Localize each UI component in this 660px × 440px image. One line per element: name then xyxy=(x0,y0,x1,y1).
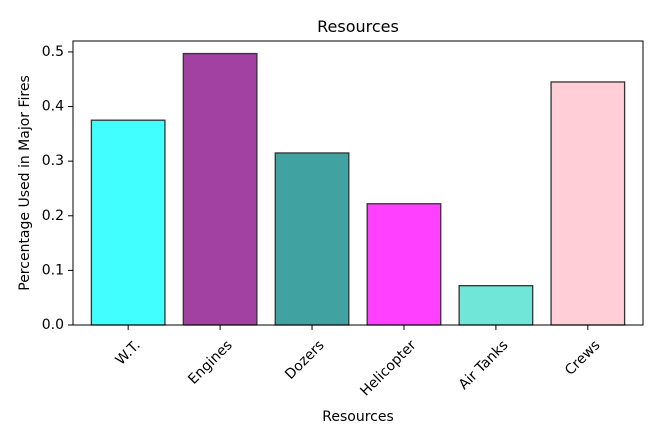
y-tick-label: 0.5 xyxy=(42,44,64,60)
y-tick-label: 0.0 xyxy=(42,317,64,333)
plot-frame xyxy=(72,40,644,326)
bar-crews xyxy=(550,81,626,326)
y-tick-label: 0.4 xyxy=(42,99,64,115)
y-tick-label: 0.3 xyxy=(42,153,64,169)
bar-engines xyxy=(182,52,258,326)
y-axis: 0.0 0.1 0.2 0.3 0.4 0.5 xyxy=(42,44,73,333)
bar-w-t xyxy=(90,119,166,326)
chart-title: Resources xyxy=(317,17,399,36)
x-axis-label: Resources xyxy=(322,409,394,425)
bar-air-tanks xyxy=(458,285,534,326)
bar-dozers xyxy=(274,152,350,326)
bars-layer xyxy=(90,52,626,326)
y-tick-label: 0.1 xyxy=(42,262,64,278)
y-axis-label: Percentage Used in Major Fires xyxy=(17,75,33,291)
y-tick-label: 0.2 xyxy=(42,208,64,224)
bar-helicopter xyxy=(366,203,442,326)
